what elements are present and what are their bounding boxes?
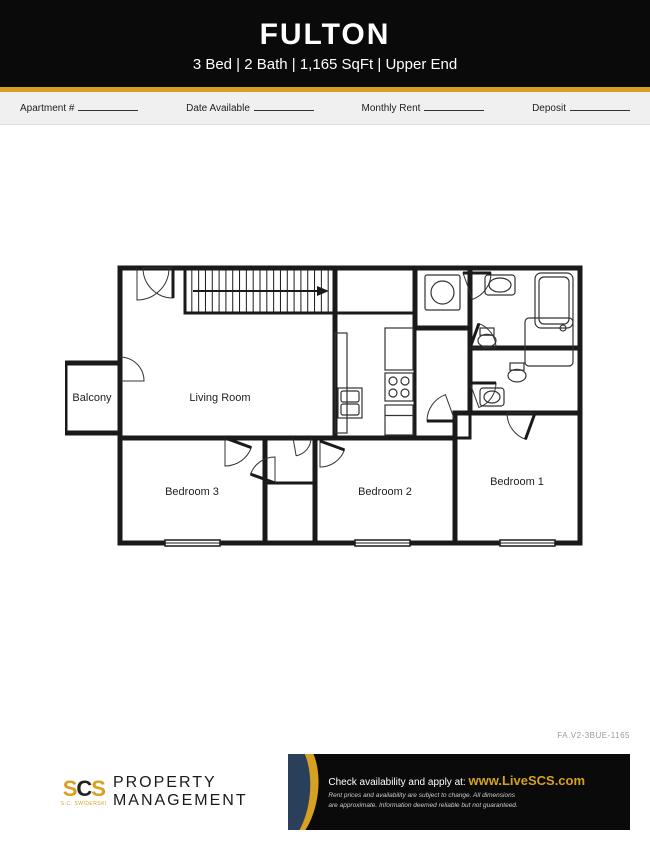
label-date: Date Available <box>186 103 250 114</box>
svg-text:Bedroom 1: Bedroom 1 <box>490 476 544 488</box>
floorplan-container: Balcony Living Room Bedroom 3 Bedroom 2 Bedr… <box>0 125 650 680</box>
field-deposit: Deposit <box>532 102 630 114</box>
logo-tagline: S.C. SWIDERSKI <box>61 801 107 807</box>
label-rent: Monthly Rent <box>362 103 421 114</box>
svg-text:Living Room: Living Room <box>189 392 250 404</box>
logo-line1: PROPERTY <box>113 774 248 792</box>
disclaimer-2: are approximate. Information deemed reli… <box>328 801 618 811</box>
svg-text:Bedroom 3: Bedroom 3 <box>165 486 219 498</box>
blank-date[interactable] <box>254 102 314 111</box>
header: FULTON 3 Bed | 2 Bath | 1,165 SqFt | Upp… <box>0 0 650 87</box>
footer-check-line: Check availability and apply at: www.Liv… <box>328 773 618 788</box>
logo-scs: SCS <box>63 778 105 800</box>
plan-subtitle: 3 Bed | 2 Bath | 1,165 SqFt | Upper End <box>0 56 650 73</box>
logo-text: PROPERTY MANAGEMENT <box>113 774 248 809</box>
footer-logo-block: SCS S.C. SWIDERSKI PROPERTY MANAGEMENT <box>20 754 288 830</box>
blank-apartment[interactable] <box>78 102 138 111</box>
plan-title: FULTON <box>0 18 650 52</box>
floorplan-svg: Balcony Living Room Bedroom 3 Bedroom 2 Bedr… <box>65 233 585 573</box>
disclaimer-1: Rent prices and availability are subject… <box>328 791 618 801</box>
svg-text:Balcony: Balcony <box>72 392 112 404</box>
svg-text:Bedroom 2: Bedroom 2 <box>358 486 412 498</box>
label-apartment: Apartment # <box>20 103 74 114</box>
footer-disclaimer: Rent prices and availability are subject… <box>328 791 618 811</box>
footer-url[interactable]: www.LiveSCS.com <box>468 773 585 788</box>
blank-rent[interactable] <box>424 102 484 111</box>
info-form-row: Apartment # Date Available Monthly Rent … <box>0 92 650 125</box>
check-label: Check availability and apply at: <box>328 777 465 788</box>
field-apartment: Apartment # <box>20 102 138 114</box>
logo-mark: SCS S.C. SWIDERSKI <box>61 778 107 807</box>
footer-info-block: Check availability and apply at: www.Liv… <box>288 754 630 830</box>
footer: SCS S.C. SWIDERSKI PROPERTY MANAGEMENT C… <box>20 754 630 830</box>
label-deposit: Deposit <box>532 103 566 114</box>
field-date: Date Available <box>186 102 314 114</box>
logo-line2: MANAGEMENT <box>113 792 248 810</box>
blank-deposit[interactable] <box>570 102 630 111</box>
plan-code: FA.V2-3BUE-1165 <box>557 731 630 740</box>
field-rent: Monthly Rent <box>362 102 485 114</box>
